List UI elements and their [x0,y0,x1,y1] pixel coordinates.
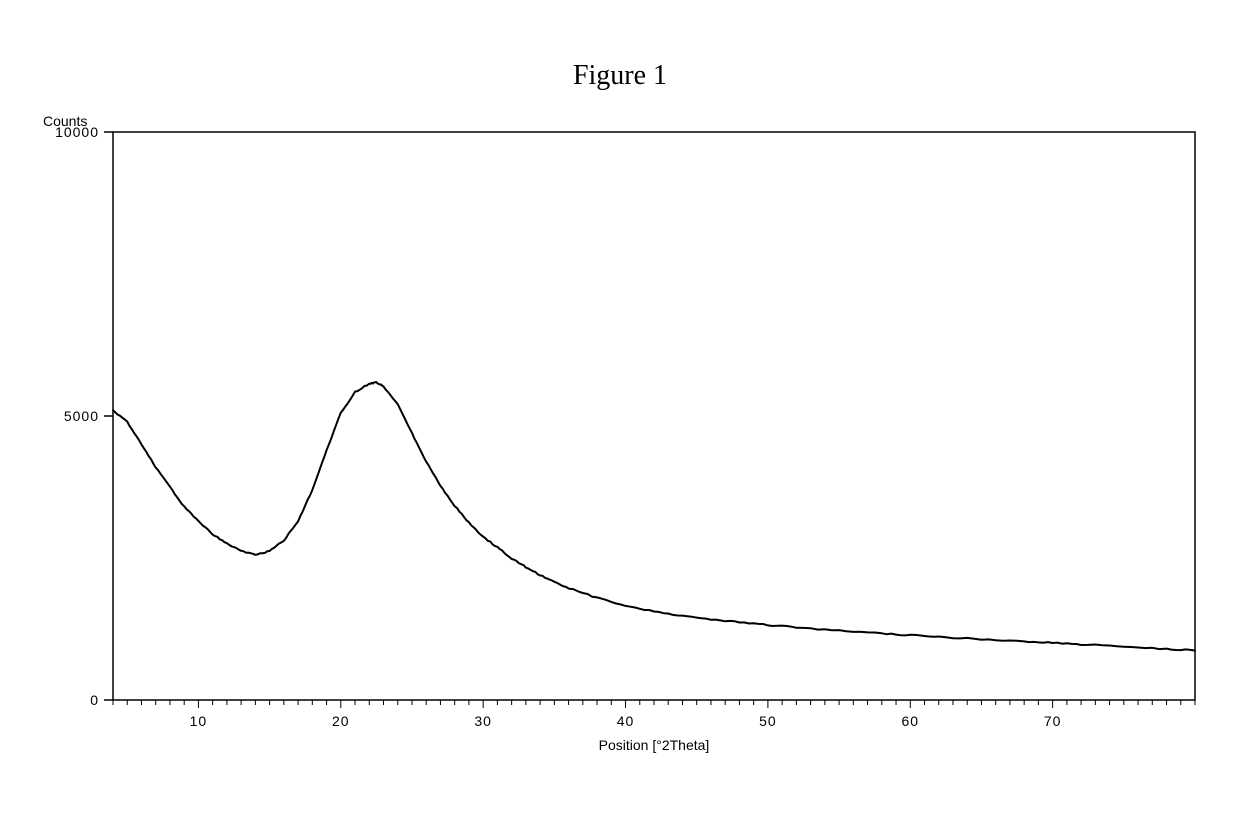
svg-text:70: 70 [1044,713,1062,729]
svg-text:30: 30 [474,713,492,729]
svg-text:10: 10 [190,713,208,729]
svg-text:60: 60 [901,713,919,729]
svg-text:Position [°2Theta]: Position [°2Theta] [599,737,710,753]
svg-text:40: 40 [617,713,635,729]
svg-text:50: 50 [759,713,777,729]
svg-text:5000: 5000 [64,408,99,424]
svg-text:20: 20 [332,713,350,729]
figure-container: Figure 1 050001000010203040506070CountsP… [0,0,1240,838]
svg-text:Counts: Counts [43,113,87,129]
svg-text:0: 0 [90,692,99,708]
xrd-line-chart: 050001000010203040506070CountsPosition [… [0,0,1240,838]
